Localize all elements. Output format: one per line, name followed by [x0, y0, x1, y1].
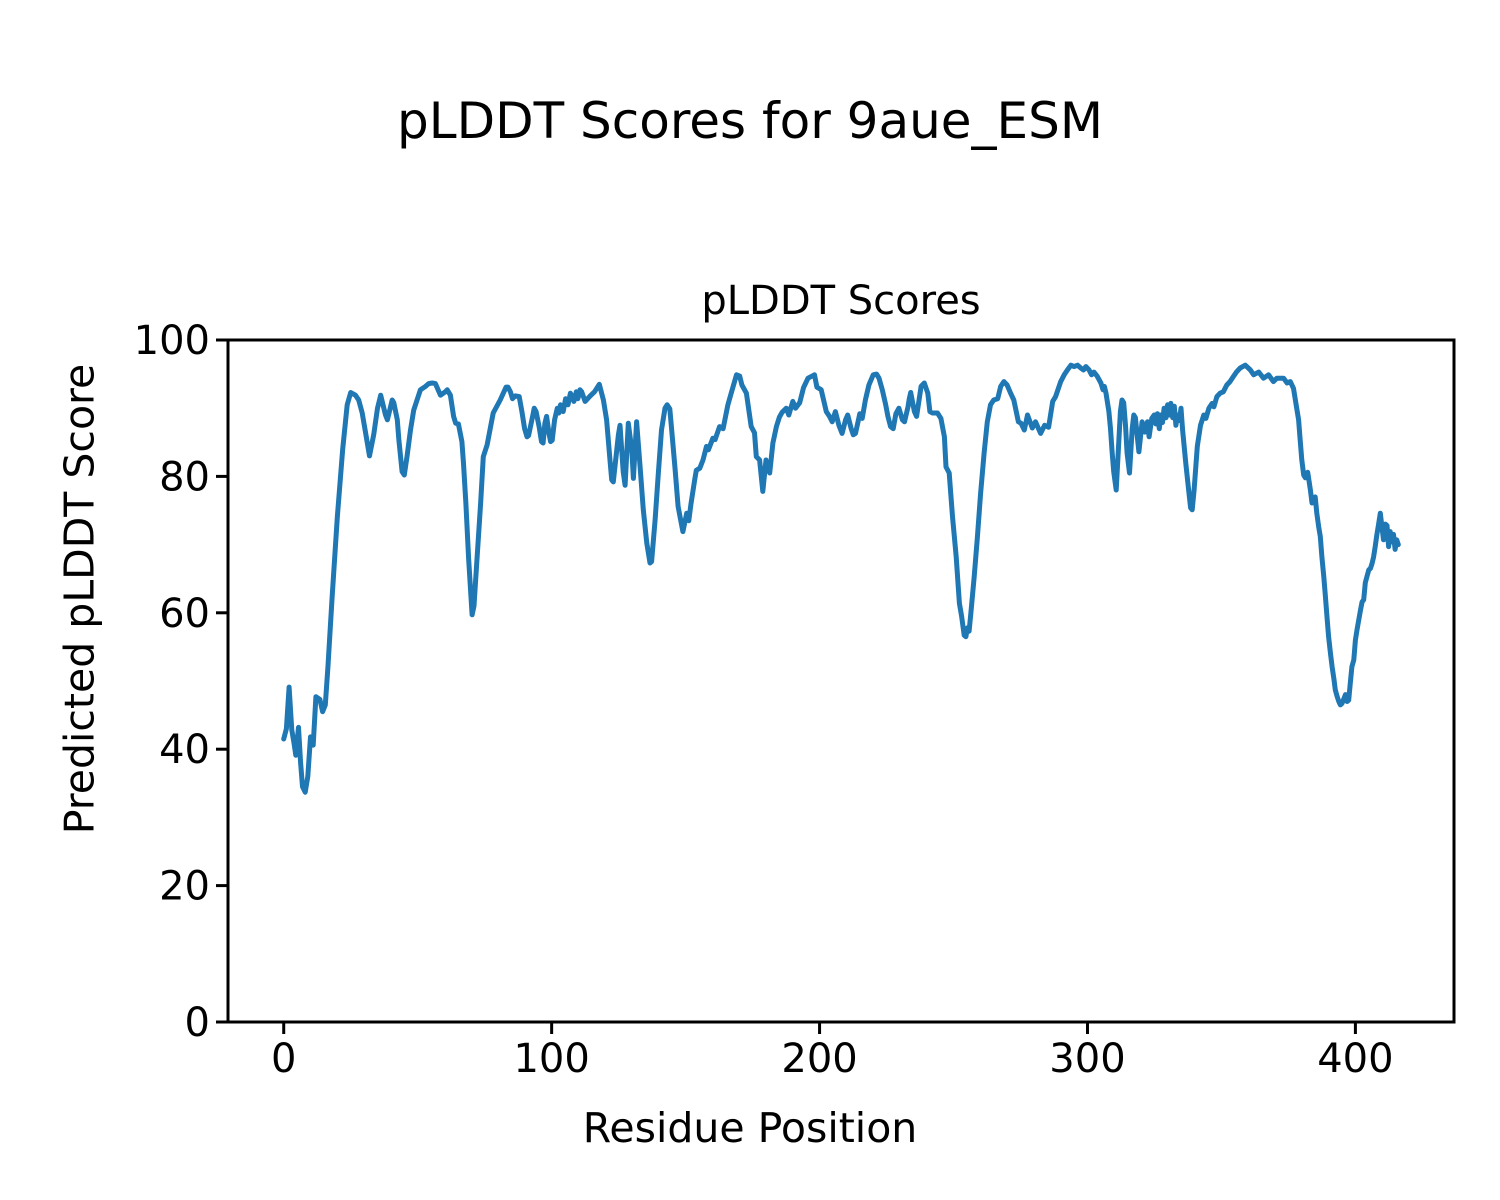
- x-tick-label: 200: [781, 1036, 857, 1082]
- y-tick-label: 60: [159, 591, 210, 637]
- y-tick-label: 0: [185, 1000, 210, 1046]
- y-tick-label: 100: [134, 318, 210, 364]
- y-tick-label: 20: [159, 864, 210, 910]
- x-tick-label: 100: [513, 1036, 589, 1082]
- y-tick-label: 40: [159, 727, 210, 773]
- y-axis-label: Predicted pLDDT Score: [55, 363, 104, 835]
- x-tick-label: 300: [1049, 1036, 1125, 1082]
- axes-frame: [226, 338, 1456, 1024]
- x-tick-label: 0: [271, 1036, 296, 1082]
- plddt-line: [281, 362, 1401, 795]
- x-tick-label: 400: [1317, 1036, 1393, 1082]
- x-axis-label: Residue Position: [582, 1104, 918, 1152]
- y-tick-label: 80: [159, 454, 210, 500]
- axes-title: pLDDT Scores: [701, 278, 981, 324]
- figure-title: pLDDT Scores for 9aue_ESM: [396, 92, 1104, 150]
